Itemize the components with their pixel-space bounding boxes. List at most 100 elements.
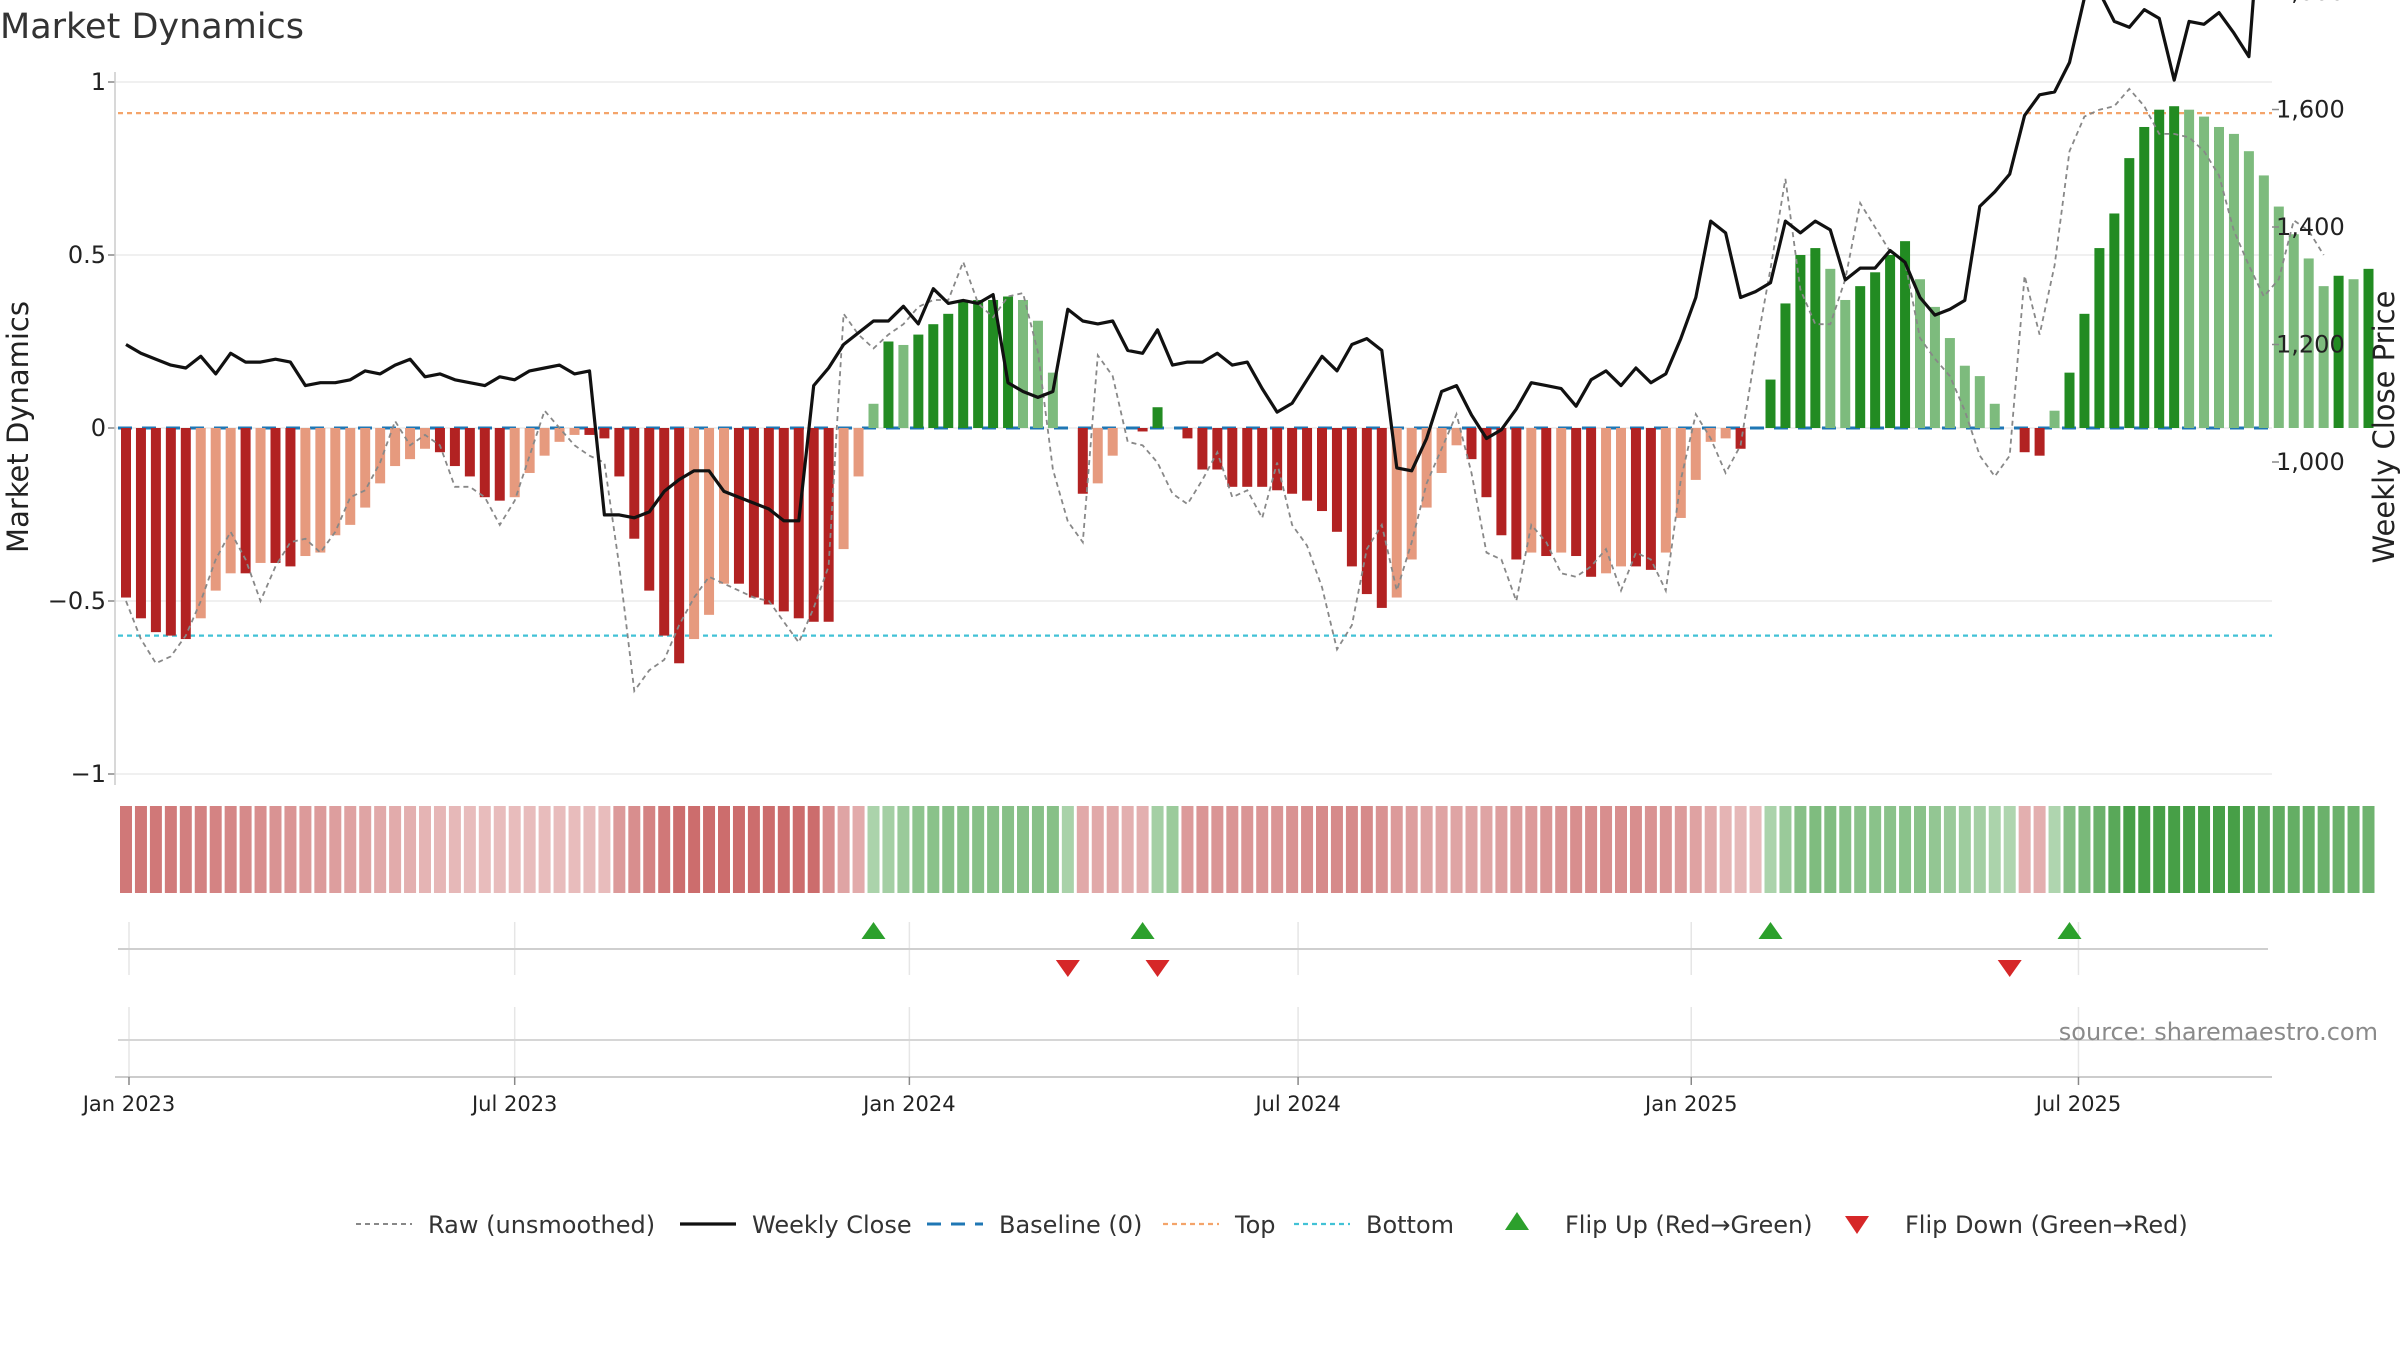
regime-cell	[1375, 806, 1388, 893]
chart-title: Market Dynamics	[0, 7, 304, 47]
regime-cell	[2108, 806, 2121, 893]
regime-cell	[2138, 806, 2151, 893]
y2-axis-label: Weekly Close Price	[2367, 291, 2400, 564]
dynamics-bar	[405, 428, 416, 460]
dynamics-bar	[584, 428, 595, 435]
dynamics-bar	[1018, 299, 1028, 428]
dynamics-bar	[1466, 428, 1477, 460]
regime-cell	[1734, 806, 1747, 893]
dynamics-bar	[1197, 428, 1208, 470]
dynamics-bar	[270, 428, 281, 563]
regime-cell	[1390, 806, 1403, 893]
dynamics-bar	[1406, 428, 1417, 560]
dynamics-bar	[1720, 428, 1731, 439]
regime-cell	[1271, 806, 1284, 893]
regime-cell	[1824, 806, 1837, 893]
regime-cell	[703, 806, 716, 893]
dynamics-bar	[1302, 428, 1313, 501]
regime-cell	[1884, 806, 1897, 893]
regime-cell	[538, 806, 551, 893]
regime-cell	[1136, 806, 1149, 893]
dynamics-bars	[121, 106, 2374, 664]
regime-cell	[927, 806, 940, 893]
dynamics-bar	[1317, 428, 1327, 512]
regime-cell	[1928, 806, 1941, 893]
regime-cell	[1839, 806, 1852, 893]
dynamics-bar	[1586, 428, 1597, 577]
dynamics-bar	[2109, 213, 2120, 428]
dynamics-bar	[135, 428, 146, 619]
dynamics-bar	[1989, 403, 2000, 428]
regime-strip	[120, 806, 2375, 893]
regime-cell	[314, 806, 327, 893]
dynamics-bar	[1346, 428, 1357, 567]
regime-cell	[2063, 806, 2076, 893]
dynamics-bar	[2258, 175, 2269, 428]
dynamics-bar	[1526, 428, 1537, 553]
dynamics-bar	[1212, 428, 1223, 470]
dynamics-bar	[2303, 258, 2314, 428]
regime-cell	[433, 806, 446, 893]
regime-cell	[1615, 806, 1627, 893]
regime-cell	[404, 806, 417, 893]
legend-item-close: Weekly Close	[680, 1211, 912, 1239]
dynamics-bar	[1227, 428, 1238, 487]
regime-cell	[2168, 806, 2181, 893]
dynamics-bar	[793, 428, 804, 619]
dynamics-bar	[1421, 428, 1432, 508]
dynamics-bar	[509, 428, 520, 498]
dynamics-bar	[973, 299, 984, 428]
dynamics-bar	[2199, 116, 2210, 428]
regime-cell	[389, 806, 402, 893]
dynamics-bar	[315, 428, 326, 553]
regime-cell	[1719, 806, 1732, 893]
regime-cell	[1226, 806, 1239, 893]
dynamics-bar	[449, 428, 460, 467]
regime-cell	[822, 806, 835, 893]
regime-cell	[897, 806, 910, 893]
dynamics-bar	[390, 428, 401, 467]
regime-cell	[2227, 806, 2240, 893]
regime-cell	[1420, 806, 1433, 893]
regime-cell	[2257, 806, 2270, 893]
regime-cell	[747, 806, 760, 893]
regime-cell	[2332, 806, 2345, 893]
regime-cell	[2078, 806, 2091, 893]
regime-cell	[374, 806, 387, 893]
x-tick-label: Jul 2023	[470, 1092, 557, 1116]
regime-cell	[1465, 806, 1478, 893]
dynamics-bar	[539, 428, 550, 456]
regime-cell	[1151, 806, 1164, 893]
regime-cell	[658, 806, 671, 893]
regime-cell	[718, 806, 730, 893]
dynamics-bar	[1556, 428, 1567, 553]
regime-cell	[912, 806, 925, 893]
regime-cell	[792, 806, 805, 893]
flip-down-marker	[1145, 960, 1170, 977]
dynamics-bar	[1929, 306, 1940, 428]
y-tick-label: −1	[71, 760, 106, 788]
dynamics-bar	[958, 299, 969, 428]
raw-unsmoothed-line	[125, 87, 2325, 694]
regime-cell	[134, 806, 147, 893]
y2-tick-label: 1,000	[2276, 448, 2345, 476]
dynamics-bar	[2348, 279, 2359, 428]
dynamics-bar	[1003, 296, 1014, 428]
regime-cell	[1943, 806, 1956, 893]
regime-cell	[1076, 806, 1089, 893]
regime-cell	[867, 806, 880, 893]
regime-cell	[1914, 806, 1926, 893]
dynamics-bar	[360, 428, 371, 508]
x-tick-label: Jan 2025	[1643, 1092, 1738, 1116]
dynamics-bar	[2318, 286, 2329, 428]
regime-cell	[254, 806, 267, 893]
dynamics-bar	[375, 428, 386, 484]
flip-markers-panel	[118, 922, 2268, 977]
regime-cell	[777, 806, 790, 893]
regime-cell	[2123, 806, 2136, 893]
dynamics-bar	[1810, 248, 1821, 428]
regime-cell	[583, 806, 596, 893]
regime-cell	[2213, 806, 2225, 893]
regime-cell	[2362, 806, 2375, 893]
